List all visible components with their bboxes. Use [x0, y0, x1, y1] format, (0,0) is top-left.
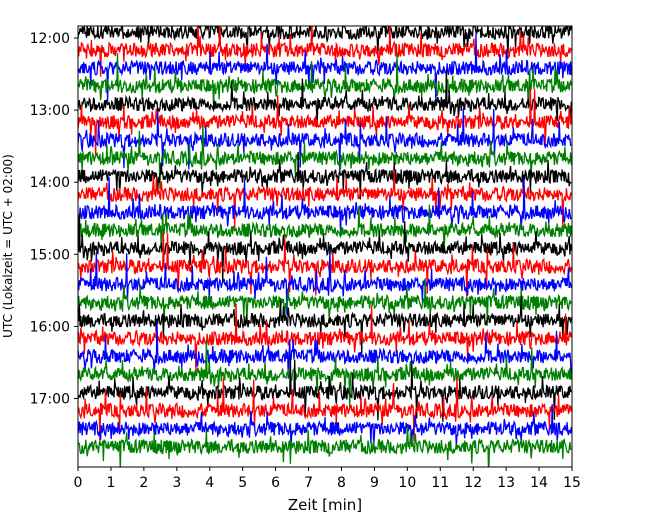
x-tick-label: 8	[337, 475, 346, 491]
trace-line	[78, 377, 572, 442]
trace-line	[78, 426, 572, 467]
x-tick-label: 9	[370, 475, 379, 491]
x-tick-label: 3	[172, 475, 181, 491]
trace-line	[78, 69, 572, 127]
trace-line	[78, 358, 572, 422]
trace-line	[78, 277, 572, 326]
x-tick-label: 12	[464, 475, 482, 491]
y-tick-label: 15:00	[30, 247, 70, 263]
trace-line	[78, 26, 572, 59]
x-axis: 0 1 2 3 4 5 6 7 8 9 10 11 12 13 14 15	[74, 467, 581, 491]
x-tick-label: 7	[304, 475, 313, 491]
trace-line	[78, 339, 572, 409]
y-tick-label: 12:00	[30, 31, 70, 47]
x-tick-label: 10	[398, 475, 416, 491]
trace-line	[78, 177, 572, 235]
trace-line	[78, 250, 572, 316]
x-axis-label: Zeit [min]	[288, 496, 362, 514]
trace-line	[78, 322, 572, 380]
x-tick-label: 5	[238, 475, 247, 491]
trace-line	[78, 296, 572, 355]
y-tick-label: 14:00	[30, 175, 70, 191]
trace-line	[78, 169, 572, 229]
x-tick-label: 15	[563, 475, 581, 491]
x-tick-label: 13	[497, 475, 515, 491]
x-tick-label: 11	[431, 475, 449, 491]
x-tick-label: 14	[530, 475, 548, 491]
x-tick-label: 0	[74, 475, 83, 491]
trace-line	[78, 231, 572, 298]
trace-line	[78, 108, 572, 171]
trace-line	[78, 26, 572, 77]
trace-line	[78, 52, 572, 109]
trace-line	[78, 303, 572, 373]
trace-group	[78, 26, 572, 467]
y-axis: 12:00 13:00 14:00 15:00 16:00 17:00	[30, 31, 78, 408]
plot-frame	[77, 25, 573, 468]
x-tick-label: 4	[205, 475, 214, 491]
trace-line	[78, 404, 572, 450]
y-tick-label: 17:00	[30, 392, 70, 408]
y-tick-label: 16:00	[30, 319, 70, 335]
trace-line	[78, 213, 572, 283]
x-tick-label: 1	[106, 475, 115, 491]
y-tick-label: 13:00	[30, 103, 70, 119]
trace-line	[78, 87, 572, 157]
x-tick-label: 6	[271, 475, 280, 491]
trace-line	[78, 33, 572, 103]
trace-line	[78, 204, 572, 253]
x-tick-label: 2	[139, 475, 148, 491]
trace-line	[78, 151, 572, 200]
y-axis-label: UTC (Lokalzeit = UTC + 02:00)	[1, 154, 15, 338]
